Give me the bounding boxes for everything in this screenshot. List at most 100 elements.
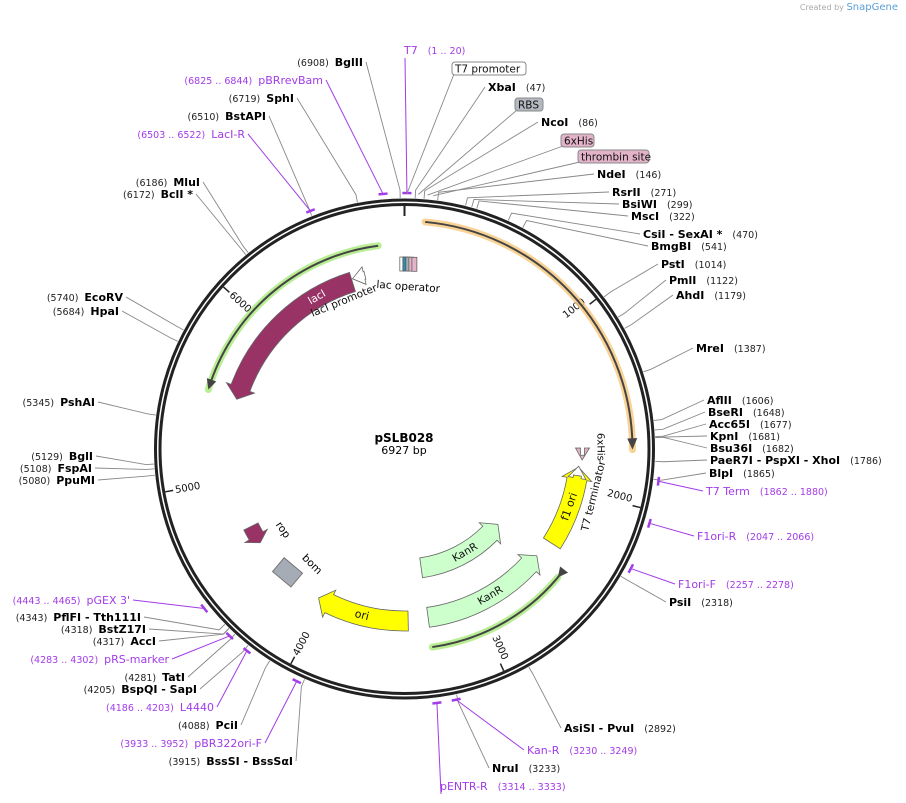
enzyme-site: PmlI (1122): [669, 274, 738, 287]
enzyme-position: (47): [526, 83, 546, 94]
orf-arrow: [425, 220, 634, 442]
enzyme-site: PstI (1014): [661, 258, 726, 271]
enzyme-name: NcoI: [541, 116, 568, 129]
plasmid-length: 6927 bp: [381, 444, 426, 457]
primer-label: T7 (1 .. 20): [403, 44, 465, 57]
enzyme-label: PstI (1014): [661, 258, 726, 271]
enzyme-leader-line: [240, 660, 271, 726]
callout-leader-line: [406, 73, 455, 195]
enzyme-label: NruI (3233): [492, 762, 560, 775]
enzyme-position: (470): [732, 230, 758, 241]
callout-leader-line: [433, 161, 581, 197]
laci-promoter-feature: [351, 265, 367, 286]
enzyme-position: (1648): [753, 408, 785, 419]
tick-label: 5000: [174, 481, 201, 496]
enzyme-site: (5684) HpaI: [53, 305, 119, 318]
enzyme-site: (5740) EcoRV: [47, 291, 124, 304]
enzyme-label: (6186) MluI: [136, 176, 200, 189]
callout-leader-line: [427, 145, 564, 196]
enzyme-name: PmlI: [669, 274, 696, 287]
enzyme-leader-line: [97, 474, 155, 481]
enzyme-site: MscI (322): [631, 210, 695, 223]
primer-name: pBRrevBam: [258, 74, 323, 87]
primer-mark: [225, 631, 234, 640]
enzyme-name: PshAI: [60, 396, 95, 409]
enzyme-leader-line: [414, 86, 486, 199]
primer-leader-line: [658, 480, 704, 492]
enzyme-label: (4205) BspQI - SapI: [84, 683, 197, 696]
primer-range: (2047 .. 2066): [746, 532, 814, 543]
enzyme-position: (4088): [178, 721, 210, 732]
enzyme-leader-line: [653, 399, 705, 421]
primer: (4186 .. 4203) L4440: [106, 701, 214, 714]
enzyme-position: (3915): [169, 757, 201, 768]
enzyme-position: (5740): [47, 293, 79, 304]
primer-mark: [242, 647, 252, 655]
enzyme-label: Bsu36I (1682): [710, 442, 794, 455]
feature-callout-box: [451, 61, 527, 76]
enzyme-label: (4281) TatI: [125, 671, 185, 684]
enzyme-leader-line: [620, 575, 667, 603]
enzyme-leader-line: [654, 411, 706, 431]
primer-range: (4283 .. 4302): [30, 655, 98, 666]
enzyme-position: (4317): [93, 637, 125, 648]
enzyme-site: Acc65I (1677): [709, 418, 792, 431]
enzyme-position: (271): [651, 188, 677, 199]
primer-leader-line: [264, 680, 298, 744]
enzyme-site: NcoI (86): [541, 116, 598, 129]
enzyme-position: (1179): [714, 291, 746, 302]
enzyme-position: (1786): [850, 456, 882, 467]
primer: T7 Term (1862 .. 1880): [705, 485, 828, 498]
enzyme-label: PmlI (1122): [669, 274, 738, 287]
enzyme-name: Acc65I: [709, 418, 750, 431]
enzyme-site: NdeI (146): [597, 168, 661, 181]
orf-arrow: [432, 571, 564, 649]
enzyme-site: XbaI (47): [488, 81, 545, 94]
enzyme-label: BseRI (1648): [708, 406, 785, 419]
primer-name: L4440: [180, 701, 214, 714]
enzyme-leader-line: [465, 191, 610, 206]
enzyme-position: (86): [578, 118, 598, 129]
enzyme-name: Bsu36I: [710, 442, 752, 455]
enzyme-leader-line: [121, 310, 178, 342]
enzyme-name: SphI: [266, 92, 294, 105]
lac-operator-label: lac operator: [376, 279, 441, 295]
enzyme-name: BlpI: [709, 467, 733, 480]
feature-callout-box: [577, 149, 650, 164]
primer-range: (1 .. 20): [428, 46, 466, 57]
enzyme-leader-line: [655, 423, 707, 437]
enzyme-name: EcoRV: [84, 291, 123, 304]
enzyme-position: (5108): [20, 464, 52, 475]
enzyme-position: (2892): [644, 724, 676, 735]
enzyme-name: AsiSI - PvuI: [564, 722, 634, 735]
enzyme-label: (4088) PciI: [178, 719, 238, 732]
orf-arrowhead: [557, 566, 569, 578]
enzyme-leader-line: [268, 115, 313, 216]
enzyme-name: BstAPI: [225, 110, 266, 123]
enzyme-leader-line: [522, 220, 649, 247]
ori-label: ori: [353, 607, 370, 623]
enzyme-leader-line: [507, 212, 641, 235]
enzyme-position: (1606): [742, 396, 774, 407]
enzyme-site: (5345) PshAI: [23, 396, 95, 409]
primer-label: (6503 .. 6522) LacI-R: [137, 128, 245, 141]
enzyme-label: (5108) FspAI: [20, 462, 92, 475]
primer-name: F1ori-F: [678, 578, 716, 591]
primer-range: (4186 .. 4203): [106, 703, 174, 714]
orf-arrowhead: [627, 438, 638, 450]
enzyme-leader-line: [202, 181, 249, 253]
enzyme-label: CsiI - SexAI * (470): [643, 228, 758, 241]
enzyme-name: FspAI: [57, 462, 92, 475]
enzyme-site: PaeR7I - PspXI - XhoI (1786): [710, 454, 882, 467]
primer-mark: [432, 701, 442, 705]
primer-label: (3933 .. 3952) pBR322ori-F: [120, 737, 262, 750]
enzyme-name: PstI: [661, 258, 685, 271]
enzyme-name: MreI: [696, 342, 724, 355]
bom-label: bom: [299, 552, 324, 577]
primer: pENTR-R (3314 .. 3333): [440, 780, 566, 793]
enzyme-position: (1014): [695, 260, 727, 271]
t7-terminator-feature: [567, 465, 587, 481]
primer-leader-line: [171, 635, 230, 660]
enzyme-name: KpnI: [710, 430, 738, 443]
enzyme-leader-line: [97, 401, 156, 416]
